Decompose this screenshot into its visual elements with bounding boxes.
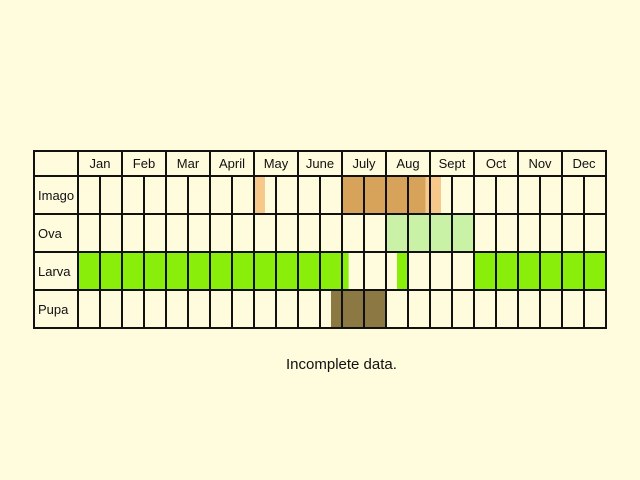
period-imago-2 xyxy=(425,176,441,214)
stage-label-larva: Larva xyxy=(38,264,71,279)
month-label-may: May xyxy=(264,156,289,171)
month-label-sept: Sept xyxy=(439,156,466,171)
period-larva-1 xyxy=(397,252,408,290)
incomplete-data-note: Incomplete data. xyxy=(286,356,397,373)
month-label-june: June xyxy=(306,156,334,171)
month-label-jan: Jan xyxy=(90,156,111,171)
month-label-april: April xyxy=(219,156,245,171)
period-imago-0 xyxy=(254,176,265,214)
month-label-mar: Mar xyxy=(177,156,200,171)
month-label-aug: Aug xyxy=(396,156,419,171)
period-imago-1 xyxy=(342,176,426,214)
month-label-july: July xyxy=(352,156,376,171)
stage-label-imago: Imago xyxy=(38,188,74,203)
stage-label-ova: Ova xyxy=(38,226,63,241)
month-label-feb: Feb xyxy=(133,156,155,171)
period-pupa-0 xyxy=(331,290,386,328)
month-label-dec: Dec xyxy=(572,156,596,171)
stage-label-pupa: Pupa xyxy=(38,302,69,317)
month-label-oct: Oct xyxy=(486,156,507,171)
period-larva-0 xyxy=(78,252,349,290)
month-label-nov: Nov xyxy=(528,156,552,171)
